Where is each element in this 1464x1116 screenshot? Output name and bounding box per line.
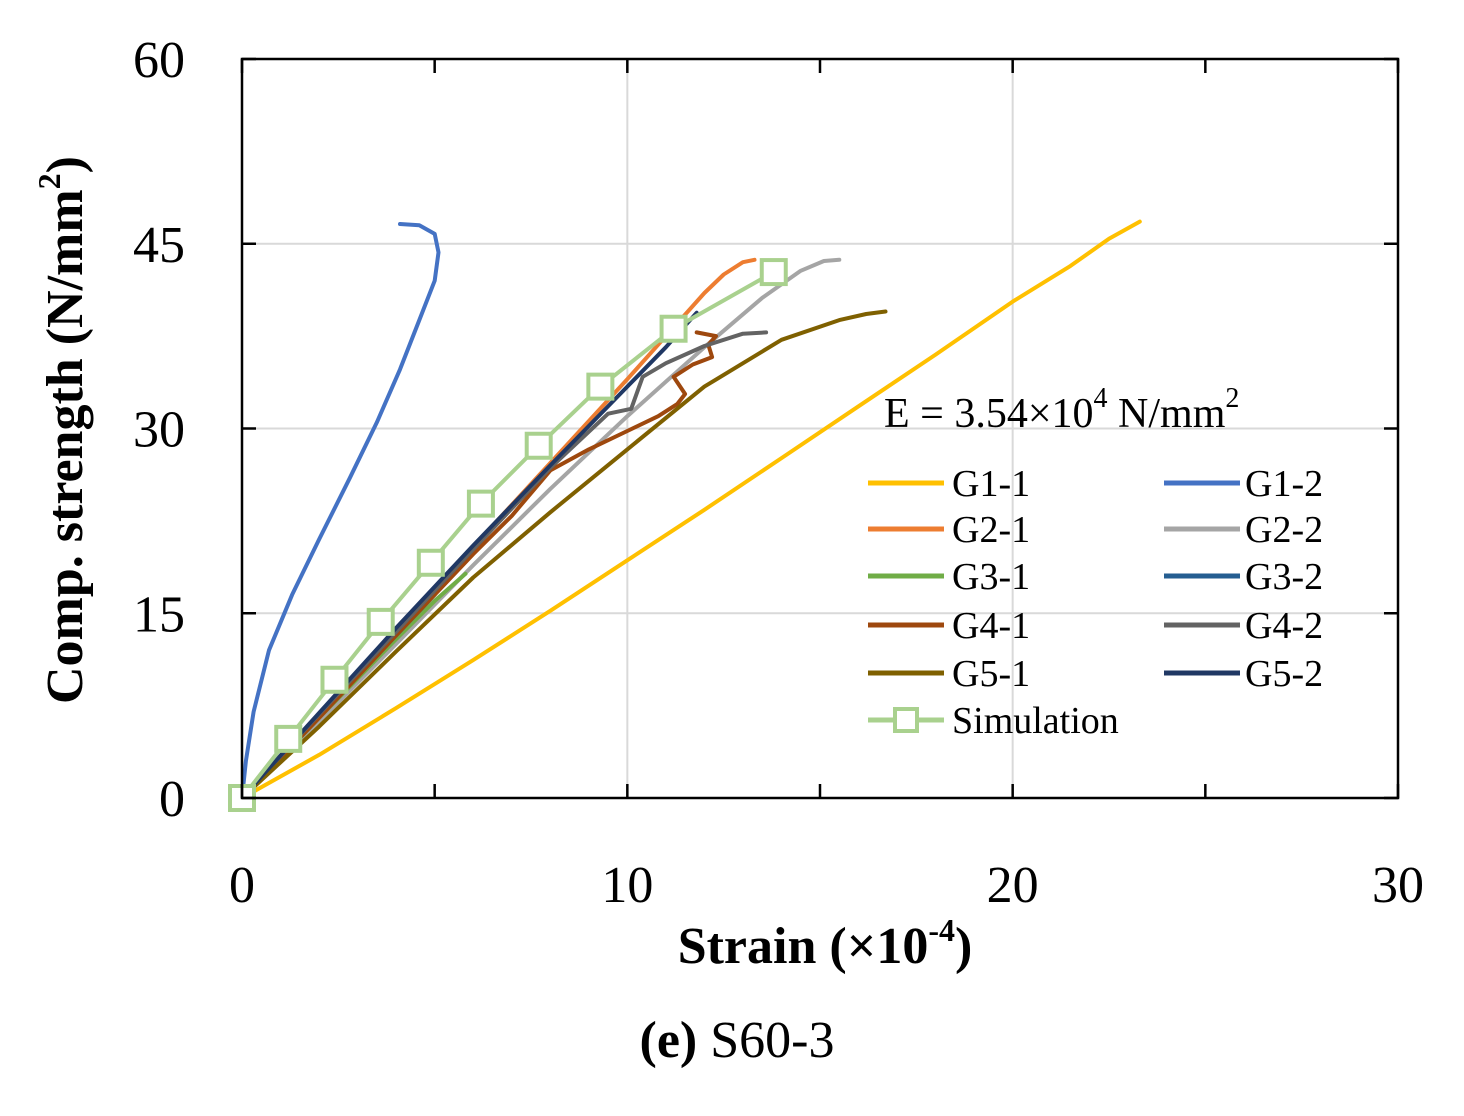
legend-label-simulation: Simulation xyxy=(952,700,1119,742)
series-g5-2 xyxy=(240,310,699,800)
series-line-g1-2 xyxy=(240,222,441,800)
legend-item-g3-1: G3-1 xyxy=(868,556,1030,598)
legend-label-g2-2: G2-2 xyxy=(1245,509,1323,551)
legend-item-g1-1: G1-1 xyxy=(868,463,1030,505)
y-tick-labels: 0 15 30 45 60 xyxy=(133,32,185,828)
legend: G1-1 G1-2 G2-1 G2-2 G3-1 G3-2 G4-1 G4-2 G5-1 G5-2… xyxy=(868,463,1323,742)
x-tick-label: 0 xyxy=(229,857,255,914)
y-tick-label: 45 xyxy=(133,217,185,274)
series-line-g1-1 xyxy=(240,219,1142,800)
series-line-g4-1 xyxy=(240,330,718,800)
legend-label-g3-2: G3-2 xyxy=(1245,556,1323,598)
legend-label-g5-1: G5-1 xyxy=(952,653,1030,695)
legend-item-g1-2: G1-2 xyxy=(1164,463,1323,505)
legend-item-g3-2: G3-2 xyxy=(1164,556,1323,598)
legend-item-g4-2: G4-2 xyxy=(1164,605,1323,647)
series-g4-2 xyxy=(240,330,769,800)
axis-ticks xyxy=(240,57,1400,800)
legend-label-g2-1: G2-1 xyxy=(952,509,1030,551)
simulation-marker xyxy=(759,258,788,287)
simulation-marker xyxy=(274,724,303,753)
y-tick-label: 0 xyxy=(159,771,185,828)
simulation-marker xyxy=(586,372,615,401)
simulation-marker xyxy=(320,665,349,694)
legend-item-g4-1: G4-1 xyxy=(868,605,1030,647)
legend-label-g4-2: G4-2 xyxy=(1245,605,1323,647)
series-line-g5-1 xyxy=(240,309,888,800)
y-tick-label: 30 xyxy=(133,402,185,459)
legend-item-simulation: Simulation xyxy=(868,700,1119,742)
legend-label-g4-1: G4-1 xyxy=(952,605,1030,647)
series-line-simulation xyxy=(240,270,776,800)
x-tick-labels: 0 10 20 30 xyxy=(229,857,1424,914)
modulus-annotation: E = 3.54×104 N/mm2 xyxy=(884,383,1239,437)
legend-item-g5-2: G5-2 xyxy=(1164,653,1323,695)
legend-label-g5-2: G5-2 xyxy=(1245,653,1323,695)
series-g1-1 xyxy=(240,219,1142,800)
simulation-marker xyxy=(524,431,553,460)
y-tick-label: 60 xyxy=(133,32,185,89)
legend-item-g5-1: G5-1 xyxy=(868,653,1030,695)
series-g4-1 xyxy=(240,330,718,800)
x-tick-label: 30 xyxy=(1372,857,1424,914)
x-tick-label: 20 xyxy=(987,857,1039,914)
simulation-marker xyxy=(466,489,495,518)
series-g1-2 xyxy=(240,222,441,800)
legend-label-g3-1: G3-1 xyxy=(952,556,1030,598)
series-g5-1 xyxy=(240,309,888,800)
simulation-marker xyxy=(659,314,688,343)
series-g2-2 xyxy=(240,257,842,800)
simulation-marker xyxy=(416,548,445,577)
figure-caption: (e) S60-3 xyxy=(640,1012,835,1069)
legend-marker-simulation xyxy=(893,707,919,733)
x-axis-label: Strain (×10-4) xyxy=(678,912,973,975)
legend-item-g2-1: G2-1 xyxy=(868,509,1030,551)
series-line-g5-2 xyxy=(240,310,699,800)
y-tick-label: 15 xyxy=(133,586,185,643)
legend-item-g2-2: G2-2 xyxy=(1164,509,1323,551)
simulation-marker xyxy=(366,607,395,636)
x-tick-label: 10 xyxy=(601,857,653,914)
series-line-g2-2 xyxy=(240,257,842,800)
legend-label-g1-2: G1-2 xyxy=(1245,463,1323,505)
series-line-g4-2 xyxy=(240,330,769,800)
y-axis-label: Comp. strength (N/mm2) xyxy=(31,156,94,704)
legend-label-g1-1: G1-1 xyxy=(952,463,1030,505)
